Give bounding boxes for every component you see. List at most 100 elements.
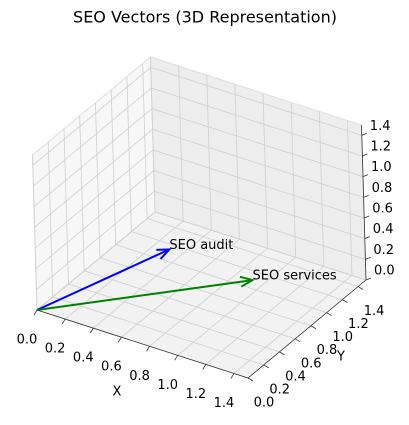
grid-line	[131, 231, 343, 300]
y-tick-label: 0.8	[317, 343, 338, 358]
vector-head	[239, 275, 256, 288]
tick-mark	[365, 277, 372, 281]
x-tick-label: 1.4	[214, 396, 235, 411]
grid-line	[154, 211, 367, 281]
tick-mark	[263, 364, 269, 369]
z-tick-label: 0.6	[372, 202, 393, 217]
grid-line	[33, 87, 152, 187]
vector-shaft	[36, 279, 253, 311]
tick-mark	[342, 299, 348, 303]
grid-line	[234, 84, 240, 240]
grid-line	[153, 170, 365, 240]
grid-line	[233, 275, 353, 374]
tick-mark	[61, 318, 66, 325]
tick-mark	[33, 309, 38, 316]
grid-line	[347, 120, 353, 276]
grid-line	[47, 141, 54, 297]
axis-line	[361, 124, 367, 281]
tick-mark	[326, 312, 332, 317]
y-tick-label: 0.0	[254, 396, 275, 411]
x-tick-label: 0.6	[101, 360, 122, 375]
grid-line	[34, 149, 154, 249]
grid-line	[206, 75, 212, 231]
tick-mark	[362, 174, 369, 178]
grid-line	[84, 270, 296, 340]
tick-mark	[357, 286, 364, 290]
x-tick-label: 1.2	[185, 387, 206, 402]
grid-line	[147, 218, 359, 287]
grid-line	[126, 76, 132, 232]
z-tick-label: 1.0	[371, 160, 392, 175]
grid-line	[63, 128, 69, 284]
grid-line	[150, 56, 156, 213]
grid-line	[142, 63, 148, 219]
grid-line	[149, 247, 268, 347]
grid-line	[178, 66, 184, 222]
y-tick-label: 0.2	[269, 382, 290, 397]
x-tick-label: 0.0	[17, 333, 38, 348]
y-tick-label: 1.2	[348, 317, 369, 332]
grid-line	[52, 296, 264, 366]
grid-line	[318, 111, 325, 267]
vector-head	[156, 248, 172, 260]
grid-line	[68, 283, 280, 353]
tick-mark	[230, 373, 235, 379]
vector-shaft	[36, 248, 170, 311]
y-tick-label: 1.4	[364, 304, 385, 319]
z-tick-label: 0.2	[373, 243, 394, 258]
x-tick-label: 1.0	[157, 378, 178, 393]
grid-line	[151, 108, 364, 178]
tick-mark	[247, 377, 254, 382]
tick-mark	[202, 364, 207, 370]
x-tick-label: 0.4	[73, 351, 94, 366]
tick-mark	[146, 346, 150, 352]
grid-line	[35, 170, 155, 269]
tick-mark	[89, 327, 94, 334]
x-tick-label: 0.2	[45, 342, 66, 357]
tick-mark	[294, 338, 301, 343]
grid-line	[33, 108, 153, 207]
grid-line	[205, 266, 325, 365]
grid-line	[154, 190, 366, 260]
tick-mark	[174, 355, 179, 361]
tick-mark	[362, 153, 368, 157]
tick-mark	[363, 194, 369, 198]
y-tick-label: 0.6	[301, 356, 322, 371]
y-tick-label: 0.4	[285, 369, 306, 384]
y-tick-label: 1.0	[332, 330, 353, 345]
tick-mark	[361, 132, 367, 136]
grid-line	[262, 93, 268, 249]
grid-line	[93, 229, 212, 329]
chart-title: SEO Vectors (3D Representation)	[73, 8, 337, 27]
grid-line	[32, 154, 38, 311]
tick-mark	[118, 336, 122, 343]
z-tick-label: 0.8	[372, 181, 393, 196]
tick-mark	[310, 325, 317, 330]
x-axis-label: X	[113, 385, 122, 400]
grid-line	[153, 149, 365, 219]
grid-line	[151, 87, 363, 157]
tick-mark	[364, 215, 370, 219]
grid-line	[99, 257, 312, 327]
grid-line	[152, 128, 364, 198]
grid-line	[110, 89, 117, 245]
grid-line	[34, 129, 153, 228]
z-tick-label: 0.4	[373, 222, 394, 237]
grid-line	[95, 102, 101, 258]
tick-mark	[279, 351, 285, 356]
grid-line	[36, 211, 156, 311]
vector-label: SEO audit	[169, 238, 233, 253]
z-tick-label: 1.2	[370, 140, 391, 155]
axis-line	[247, 279, 367, 379]
x-tick-label: 0.8	[129, 369, 150, 384]
grid-line	[115, 244, 327, 314]
grid-line	[290, 102, 297, 258]
tick-mark	[364, 236, 370, 240]
grid-line	[177, 257, 296, 356]
z-tick-label: 1.4	[370, 119, 391, 134]
y-axis-label: Y	[336, 350, 345, 365]
axis-line	[36, 309, 249, 379]
grid-line	[150, 66, 362, 136]
grid-line	[36, 191, 155, 290]
